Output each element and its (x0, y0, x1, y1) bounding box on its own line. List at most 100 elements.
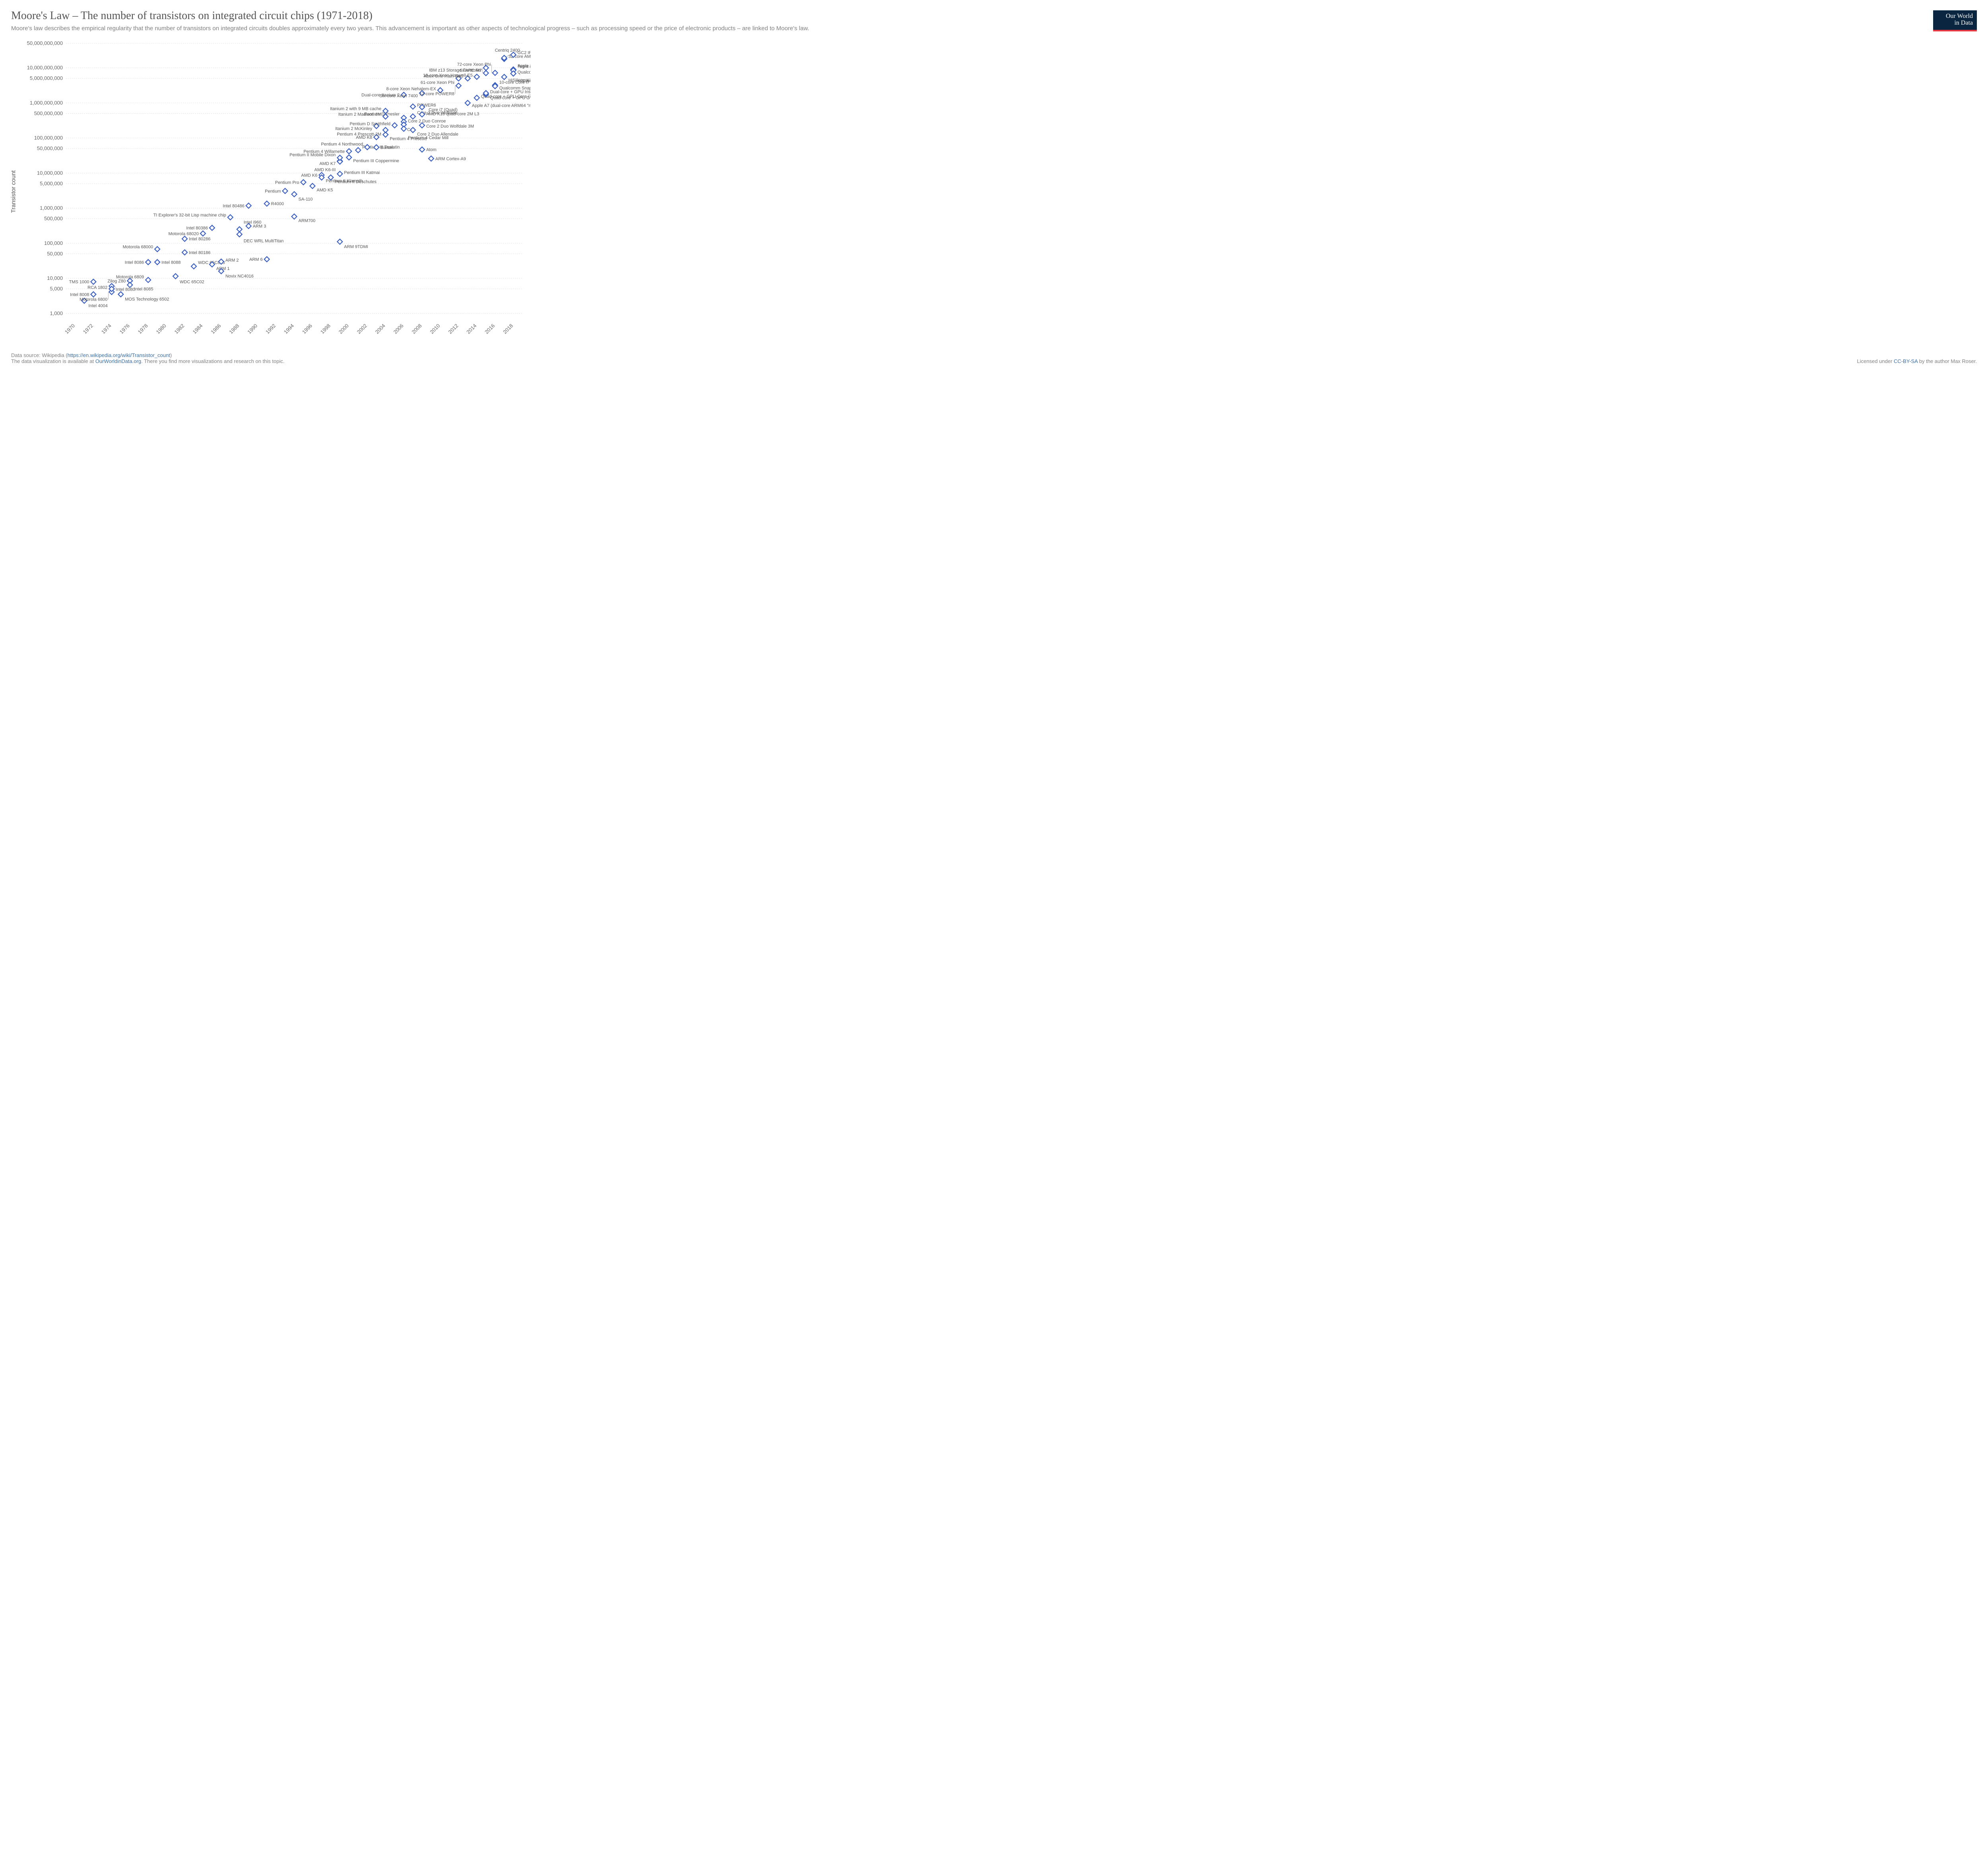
data-point (474, 95, 480, 101)
data-point (337, 239, 342, 245)
point-label: Apple A7 (dual-core ARM64 "mobile SoC") (472, 103, 530, 108)
data-point (346, 149, 351, 154)
point-label: DEC WRL MultiTitan (244, 239, 284, 244)
point-label: ARM 6 (249, 257, 263, 262)
footer-availability: The data visualization is available at O… (11, 358, 1977, 364)
svg-text:2014: 2014 (465, 323, 478, 335)
svg-text:1994: 1994 (283, 323, 295, 335)
point-label: Centriq 2400 (495, 48, 520, 53)
svg-text:1996: 1996 (301, 323, 313, 335)
point-label: ARM 9TDMI (344, 245, 368, 249)
point-label: Six-core Xeon 7400 (379, 94, 418, 99)
point-label: RCA 1802 (87, 285, 107, 290)
data-point (410, 114, 415, 119)
data-point (301, 180, 306, 185)
svg-text:1978: 1978 (137, 323, 149, 335)
owid-logo: Our World in Data (1933, 10, 1977, 31)
data-point (419, 147, 425, 152)
data-point (392, 123, 397, 128)
data-point (127, 282, 132, 287)
owid-link[interactable]: OurWorldinData.org (95, 358, 141, 364)
point-label: Pentium III Coppermine (353, 159, 399, 163)
svg-text:1972: 1972 (82, 323, 94, 335)
point-label: ARM Cortex-A9 (435, 157, 466, 161)
svg-text:5,000,000: 5,000,000 (40, 181, 63, 186)
point-label: R4000 (271, 202, 284, 206)
data-point (483, 71, 489, 76)
svg-text:2004: 2004 (374, 323, 386, 335)
svg-text:10,000,000: 10,000,000 (37, 170, 63, 176)
license-link[interactable]: CC-BY-SA (1894, 358, 1918, 364)
svg-text:2002: 2002 (356, 323, 368, 335)
point-label: Pentium 4 Willamette (303, 149, 345, 154)
data-point (465, 101, 470, 106)
data-point (456, 83, 461, 88)
data-point (337, 155, 342, 161)
point-label: Pentium D Presler (364, 112, 400, 117)
source-link[interactable]: https://en.wikipedia.org/wiki/Transistor… (68, 352, 170, 358)
data-point (337, 171, 342, 177)
point-label: Quad-core + GPU GT2 Core i7 Skylake K (490, 96, 530, 101)
point-label: Pentium (265, 189, 281, 194)
point-label: ARM 3 (253, 224, 266, 229)
svg-text:50,000,000: 50,000,000 (37, 146, 63, 151)
data-point (383, 128, 388, 133)
logo-line2: in Data (1937, 20, 1973, 27)
svg-text:500,000,000: 500,000,000 (34, 111, 63, 116)
svg-text:1976: 1976 (118, 323, 131, 335)
footer-source: Data source: Wikipedia (https://en.wikip… (11, 352, 1977, 358)
y-axis-label: Transistor count (10, 171, 17, 213)
data-point (191, 264, 196, 269)
svg-text:2012: 2012 (447, 323, 459, 335)
point-label: Core 2 Duo Conroe (408, 119, 446, 124)
point-label: TI Explorer's 32-bit Lisp machine chip (153, 213, 226, 218)
data-point (292, 214, 297, 219)
svg-text:100,000,000: 100,000,000 (34, 135, 63, 141)
point-label: SA-110 (299, 197, 313, 202)
point-label: 12-core POWER8 (419, 92, 454, 97)
svg-text:1974: 1974 (100, 323, 113, 335)
data-point (474, 74, 480, 80)
point-label: Intel 80286 (189, 237, 210, 242)
data-point (264, 201, 270, 206)
point-label: Motorola 68000 (123, 245, 153, 250)
data-point (355, 148, 361, 153)
svg-text:50,000: 50,000 (47, 251, 63, 257)
svg-text:5,000,000,000: 5,000,000,000 (30, 75, 63, 81)
svg-text:2016: 2016 (483, 323, 496, 335)
data-point (146, 278, 151, 283)
point-label: Intel 80486 (223, 204, 244, 209)
point-label: Core 2 Duo Allendale (417, 132, 458, 137)
svg-text:2006: 2006 (392, 323, 405, 335)
chart-subtitle: Moore's law describes the empirical regu… (11, 25, 1977, 33)
svg-text:500,000: 500,000 (44, 215, 63, 221)
svg-text:50,000,000,000: 50,000,000,000 (27, 40, 63, 46)
point-label: Qualcomm Snapdragon 835 (499, 86, 530, 91)
point-label: Qualcomm Snapdragon 8cx/SCX8180 (518, 70, 530, 75)
point-label: Intel 80186 (189, 250, 210, 255)
logo-underline (1933, 30, 1977, 31)
svg-text:1980: 1980 (155, 323, 167, 335)
svg-text:1,000: 1,000 (50, 311, 63, 316)
svg-text:1984: 1984 (191, 323, 204, 335)
point-label: 18-core Xeon Haswell-E5 (423, 73, 473, 78)
point-label: Intel 80386 (186, 226, 208, 231)
data-point (429, 156, 434, 161)
point-label: ARM700 (299, 219, 316, 223)
point-label: 72-core Xeon Phi (457, 62, 491, 67)
point-label: Itanium 2 McKinley (335, 126, 372, 131)
chart-container: Transistor count 1,0005,00010,00050,0001… (11, 37, 1977, 347)
point-label: Barton (381, 146, 393, 150)
svg-text:10,000: 10,000 (47, 275, 63, 281)
data-point (118, 292, 123, 297)
point-label: AMD K6 (301, 173, 317, 178)
svg-text:2018: 2018 (502, 323, 514, 335)
point-label: Pentium III Katmai (344, 171, 380, 175)
svg-text:1992: 1992 (264, 323, 277, 335)
svg-text:100,000: 100,000 (44, 240, 63, 246)
data-point (155, 260, 160, 265)
data-point (210, 225, 215, 231)
point-label: GC2 IPU (518, 50, 530, 55)
data-point (292, 192, 297, 197)
point-label: Motorola 6800 (80, 297, 107, 302)
